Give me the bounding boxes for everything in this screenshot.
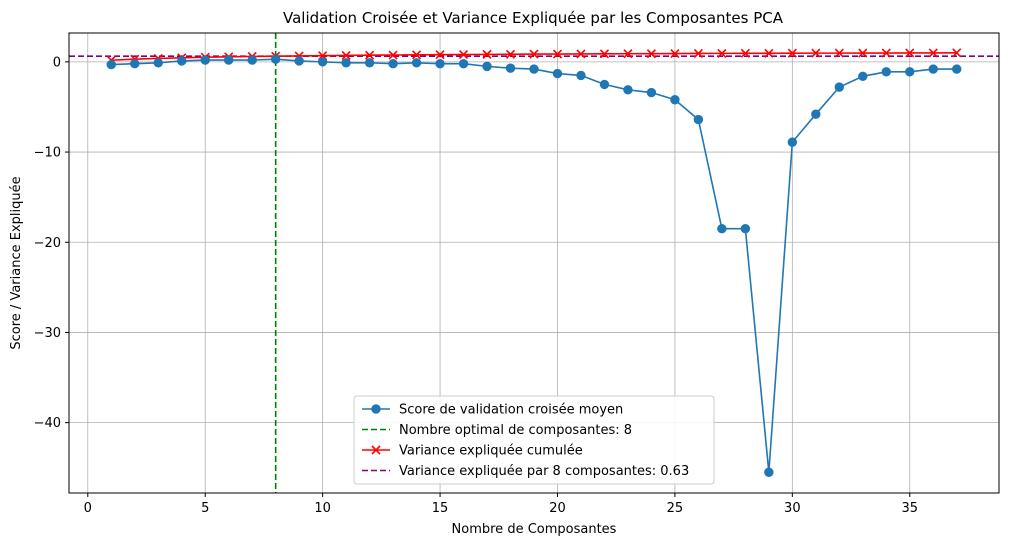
cumulative-variance-point <box>787 48 797 58</box>
plot-frame <box>68 32 1000 494</box>
legend-item-optimal: Nombre optimal de composantes: 8 <box>362 423 632 438</box>
x-axis: 0 5 10 15 20 25 30 35 <box>84 493 918 516</box>
cv-score-point <box>740 224 751 234</box>
legend-label: Score de validation croisée moyen <box>399 403 623 418</box>
cumulative-variance-point <box>881 48 891 58</box>
x-tick-label: 30 <box>784 501 801 516</box>
cumulative-variance-point <box>740 48 750 58</box>
y-axis: 0 −10 −20 −30 −40 <box>34 55 69 431</box>
series-layer <box>106 48 962 477</box>
cv-score-point <box>693 114 704 125</box>
cv-score-point <box>458 58 469 69</box>
cv-score-point <box>294 56 304 66</box>
cv-score-point <box>787 137 798 147</box>
x-axis-label: Nombre de Composantes <box>452 522 617 537</box>
cv-score-point <box>270 54 281 64</box>
y-tick-label: −30 <box>34 326 61 341</box>
cv-score-point <box>130 58 140 69</box>
cv-score-point <box>482 61 492 72</box>
cumulative-variance-point <box>529 49 539 59</box>
y-tick-label: 0 <box>53 55 61 70</box>
cv-score-point <box>952 64 962 74</box>
legend-marker <box>371 445 381 455</box>
legend-item-variance-threshold: Variance expliquée par 8 composantes: 0.… <box>362 464 689 479</box>
cv-score-point <box>341 58 351 68</box>
cv-score-point <box>646 87 657 98</box>
cumulative-variance-point <box>482 49 492 59</box>
cv-score-point <box>388 58 398 69</box>
cv-score-point <box>576 70 586 81</box>
cv-score-point <box>153 58 163 68</box>
cumulative-variance-point <box>341 50 351 61</box>
cumulative-variance-point <box>764 48 774 58</box>
cv-score-point <box>928 64 938 74</box>
cv-score-point <box>364 58 375 68</box>
cv-score-point <box>317 57 328 67</box>
chart-title: Validation Croisée et Variance Expliquée… <box>283 9 784 27</box>
cv-score-point <box>247 55 257 65</box>
x-tick-label: 20 <box>549 501 566 516</box>
cv-score-point <box>435 58 445 69</box>
x-tick-label: 5 <box>201 501 209 516</box>
cumulative-variance-point <box>388 50 398 60</box>
legend-label: Variance expliquée par 8 composantes: 0.… <box>399 464 689 479</box>
cumulative-variance-point <box>717 48 727 58</box>
cv-score-point <box>529 64 539 74</box>
legend-label: Variance expliquée cumulée <box>399 444 583 459</box>
cv-score-point <box>623 85 633 95</box>
y-axis-label: Score / Variance Expliquée <box>9 176 24 349</box>
x-tick-label: 15 <box>432 501 449 516</box>
cv-score-point <box>764 467 774 477</box>
cumulative-variance-point <box>599 49 610 59</box>
cumulative-variance-point <box>435 50 445 60</box>
y-tick-label: −20 <box>34 236 61 251</box>
cumulative-variance-point <box>693 48 703 59</box>
x-tick-label: 0 <box>84 501 92 516</box>
cv-score-point <box>858 71 868 81</box>
cumulative-variance-point <box>412 50 422 60</box>
cumulative-variance-point <box>623 49 633 59</box>
legend-label: Nombre optimal de composantes: 8 <box>399 423 632 438</box>
cv-score-point <box>177 56 187 66</box>
cumulative-variance-point <box>905 48 915 58</box>
legend-box <box>353 395 715 485</box>
cumulative-variance-point <box>576 49 586 59</box>
legend-item-cumulative-variance: Variance expliquée cumulée <box>362 444 583 459</box>
x-tick-label: 10 <box>314 501 331 516</box>
cv-score-point <box>905 67 915 77</box>
cv-score-point <box>811 109 821 119</box>
cv-score-point <box>834 82 845 92</box>
cumulative-variance-point <box>952 48 962 58</box>
cv-score-point <box>200 55 210 65</box>
y-tick-label: −10 <box>34 146 61 161</box>
cumulative-variance-point <box>811 48 821 58</box>
cumulative-variance-point <box>505 49 516 59</box>
cumulative-variance-point <box>646 49 656 59</box>
cv-score-point <box>505 63 516 73</box>
cumulative-variance-point <box>928 48 938 58</box>
cv-score-point <box>411 58 422 68</box>
cumulative-variance-point <box>834 48 844 58</box>
cumulative-variance-point <box>552 49 563 59</box>
cv-score-point <box>223 55 234 65</box>
cv-score-point <box>552 68 563 79</box>
legend-marker <box>371 404 381 414</box>
y-tick-label: −40 <box>34 416 61 431</box>
cumulative-variance-point <box>365 50 375 60</box>
legend-item-cv-score: Score de validation croisée moyen <box>362 403 623 418</box>
cumulative-variance-point <box>670 48 680 59</box>
cumulative-variance-point <box>458 49 469 60</box>
cv-score-series <box>106 54 962 477</box>
cv-score-point <box>881 67 891 77</box>
cv-score-point <box>599 79 610 90</box>
cumulative-variance-point <box>858 48 868 58</box>
cv-score-point <box>106 59 116 70</box>
cv-score-point <box>717 224 727 234</box>
x-tick-label: 35 <box>901 501 918 516</box>
legend: Score de validation croisée moyen Nombre … <box>353 395 715 485</box>
x-tick-label: 25 <box>667 501 684 516</box>
cv-score-point <box>670 95 680 105</box>
